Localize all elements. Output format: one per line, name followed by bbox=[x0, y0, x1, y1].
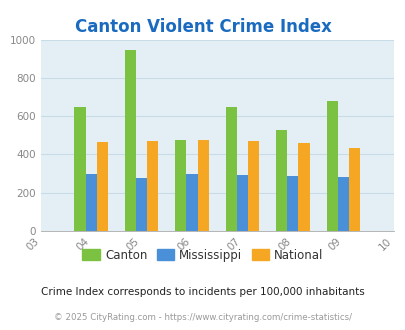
Bar bbox=[348, 148, 359, 231]
Bar bbox=[136, 178, 147, 231]
Bar bbox=[197, 140, 208, 231]
Bar bbox=[236, 176, 247, 231]
Bar bbox=[225, 107, 236, 231]
Text: Canton Violent Crime Index: Canton Violent Crime Index bbox=[75, 18, 330, 36]
Bar bbox=[337, 177, 348, 231]
Bar bbox=[186, 174, 197, 231]
Bar bbox=[326, 101, 337, 231]
Bar bbox=[125, 50, 136, 231]
Bar bbox=[298, 143, 309, 231]
Bar bbox=[287, 177, 298, 231]
Text: Crime Index corresponds to incidents per 100,000 inhabitants: Crime Index corresponds to incidents per… bbox=[41, 287, 364, 297]
Bar bbox=[147, 142, 158, 231]
Bar bbox=[74, 107, 85, 231]
Bar bbox=[85, 174, 96, 231]
Bar bbox=[247, 142, 258, 231]
Legend: Canton, Mississippi, National: Canton, Mississippi, National bbox=[78, 244, 327, 266]
Bar bbox=[96, 142, 107, 231]
Bar bbox=[275, 130, 287, 231]
Text: © 2025 CityRating.com - https://www.cityrating.com/crime-statistics/: © 2025 CityRating.com - https://www.city… bbox=[54, 313, 351, 322]
Bar bbox=[175, 140, 186, 231]
